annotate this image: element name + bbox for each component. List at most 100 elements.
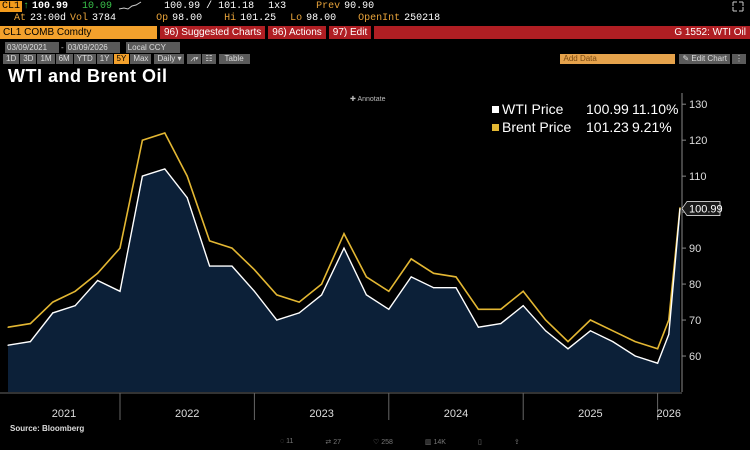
legend-last-value: 101.23	[586, 119, 629, 135]
graph-id[interactable]: G 1552: WTI Oil	[674, 27, 746, 38]
currency-select[interactable]: Local CCY	[125, 41, 180, 53]
frequency-select[interactable]: Daily ▾	[154, 53, 185, 64]
brent-point	[164, 132, 166, 134]
wti-point	[657, 362, 659, 364]
share-icon[interactable]: ⇪	[513, 439, 520, 446]
wti-point	[186, 197, 188, 199]
brent-point	[298, 301, 300, 303]
edit-button[interactable]: 97) Edit	[328, 26, 372, 39]
brent-point	[231, 247, 233, 249]
brent-point	[343, 233, 345, 235]
frequency-label: Daily	[157, 54, 176, 63]
chart-type-icon[interactable]: ⩘▾	[187, 53, 202, 64]
op-label: Op	[156, 13, 169, 24]
views-count[interactable]: ▥ 14K	[424, 439, 446, 446]
prev-label: Prev	[316, 0, 341, 12]
x-tick-label: 2022	[175, 408, 199, 420]
actions-button[interactable]: 96) Actions	[268, 26, 326, 39]
at-value: 23:00d	[30, 13, 67, 24]
social-bar: ◌ 11 ⇄ 27 ♡ 258 ▥ 14K ▯ ⇪	[280, 438, 520, 446]
y-tick-label: 70	[689, 315, 701, 327]
suggested-charts-button[interactable]: 96) Suggested Charts	[160, 26, 266, 39]
brent-point	[29, 323, 31, 325]
period-max[interactable]: Max	[130, 53, 152, 64]
edit-chart-button[interactable]: ✎ Edit Chart	[679, 53, 730, 64]
period-3d[interactable]: 3D	[20, 53, 37, 64]
wti-point	[74, 305, 76, 307]
legend-swatch	[492, 124, 499, 131]
brent-point	[634, 341, 636, 343]
brent-point	[186, 175, 188, 177]
date-range-bar: 03/09/2021 - 03/09/2026 Local CCY	[0, 41, 750, 53]
ticker[interactable]: CL1	[0, 0, 23, 12]
wti-area	[8, 169, 680, 392]
prev-value: 90.90	[344, 0, 375, 12]
quote-row-1: CL1 ↑ 100.99 10.09 100.99 / 101.18 1x3 P…	[0, 0, 750, 12]
period-5y[interactable]: 5Y	[113, 53, 130, 64]
brent-point	[567, 341, 569, 343]
brent-point	[253, 269, 255, 271]
period-bar: 1D 3D 1M 6M YTD 1Y 5Y Max Daily ▾ ⩘▾ ☷ T…	[0, 53, 750, 64]
brent-point	[612, 330, 614, 332]
add-data-input[interactable]: Add Data	[560, 53, 676, 64]
pencil-icon: ✎	[682, 54, 692, 63]
brent-point	[276, 294, 278, 296]
y-tick-label: 90	[689, 243, 701, 255]
reposts-count[interactable]: ⇄ 27	[325, 439, 341, 446]
openint-label: OpenInt	[358, 13, 401, 24]
bid-ask: 100.99 / 101.18	[164, 0, 255, 12]
wti-point	[7, 344, 9, 346]
annotate-label: Annotate	[357, 96, 386, 103]
end-date-input[interactable]: 03/09/2026	[65, 41, 120, 53]
security-field[interactable]: CL1 COMB Comdty	[0, 26, 157, 39]
likes-count[interactable]: ♡ 258	[373, 439, 393, 446]
legend-series-name: Brent Price	[502, 119, 571, 135]
wti-point	[433, 287, 435, 289]
brent-point	[97, 272, 99, 274]
period-1y[interactable]: 1Y	[96, 53, 113, 64]
wti-point	[343, 247, 345, 249]
brent-point	[388, 290, 390, 292]
settings-icon[interactable]: ☷	[202, 53, 216, 64]
x-tick-label: 2021	[52, 408, 76, 420]
wti-point	[119, 290, 121, 292]
legend-box	[487, 100, 677, 140]
wti-point	[276, 319, 278, 321]
edit-chart-label: Edit Chart	[691, 54, 727, 63]
size: 1x3	[268, 0, 287, 12]
more-icon[interactable]: ⋮	[732, 53, 746, 64]
lo-value: 98.00	[306, 13, 337, 24]
table-button[interactable]: Table	[218, 53, 250, 64]
period-ytd[interactable]: YTD	[73, 53, 96, 64]
legend-change: 11.10%	[632, 101, 678, 117]
toolbar: CL1 COMB Comdty 96) Suggested Charts 96)…	[0, 26, 750, 39]
period-6m[interactable]: 6M	[55, 53, 73, 64]
y-tick-label: 120	[689, 135, 707, 147]
wti-line	[7, 168, 681, 365]
legend-swatch	[492, 106, 499, 113]
x-tick-label: 2023	[309, 408, 333, 420]
wti-point	[29, 341, 31, 343]
expand-icon[interactable]	[732, 1, 744, 12]
hi-value: 101.25	[240, 13, 277, 24]
brent-point	[433, 272, 435, 274]
last-value-badge	[681, 201, 721, 216]
likes-value: 258	[381, 439, 393, 446]
period-1d[interactable]: 1D	[3, 53, 20, 64]
brent-point	[209, 240, 211, 242]
bookmark-icon[interactable]: ▯	[477, 439, 482, 446]
reposts-value: 27	[333, 439, 341, 446]
brent-point	[365, 276, 367, 278]
brent-point	[119, 247, 121, 249]
brent-point	[522, 290, 524, 292]
comments-count[interactable]: ◌ 11	[280, 438, 294, 445]
graph-id-bar: G 1552: WTI Oil	[374, 26, 750, 39]
brent-point	[657, 348, 659, 350]
wti-point	[634, 355, 636, 357]
period-1m[interactable]: 1M	[37, 53, 55, 64]
annotate-button[interactable]: ✚ Annotate	[350, 95, 385, 103]
comments-value: 11	[286, 438, 294, 445]
y-tick-label: 100	[689, 207, 707, 219]
start-date-input[interactable]: 03/09/2021	[5, 41, 59, 53]
